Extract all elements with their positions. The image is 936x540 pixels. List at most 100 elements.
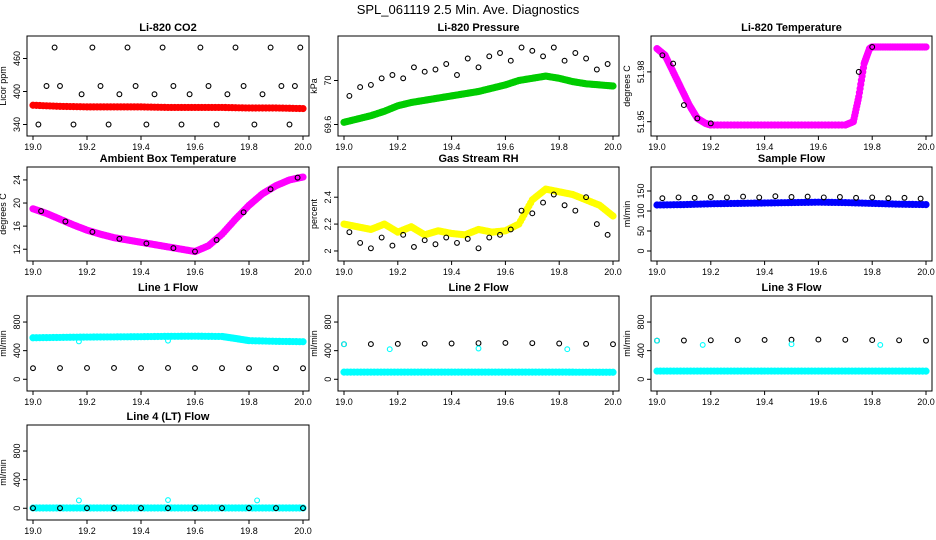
- data-point: [670, 60, 677, 67]
- data-point: [922, 367, 930, 375]
- data-point: [604, 231, 611, 238]
- data-point: [464, 55, 471, 62]
- data-point: [869, 194, 876, 201]
- y-axis-label: ml/min: [622, 330, 632, 357]
- data-point: [820, 194, 827, 201]
- x-tick-label: 19.6: [186, 267, 204, 277]
- y-axis-label: percent: [309, 198, 319, 229]
- y-tick-label: 400: [323, 343, 333, 358]
- data-point: [57, 505, 63, 512]
- data-point: [497, 231, 503, 238]
- data-point: [138, 365, 144, 371]
- data-point: [197, 44, 204, 51]
- data-point: [475, 64, 482, 71]
- data-point: [654, 337, 660, 344]
- data-point: [497, 50, 503, 56]
- x-tick-label: 20.0: [294, 142, 312, 152]
- data-point: [680, 337, 687, 344]
- x-axis: 19.0 19.2 19.4 19.6 19.8 20.0: [24, 390, 312, 407]
- data-point: [224, 91, 231, 98]
- data-point: [51, 44, 58, 51]
- data-point: [346, 229, 353, 236]
- data-point: [97, 83, 104, 89]
- x-tick-label: 19.8: [240, 397, 258, 407]
- data-point: [583, 340, 590, 347]
- x-tick-label: 19.4: [756, 142, 774, 152]
- chart-panel-4: Ambient Box Temperature degrees C 19.0 19.2…: [0, 153, 312, 277]
- data-point: [389, 72, 396, 78]
- x-tick-label: 19.4: [132, 397, 150, 407]
- data-point: [246, 365, 252, 372]
- data-point: [734, 337, 741, 344]
- y-tick-label: 2.2: [323, 218, 333, 231]
- x-tick-label: 19.8: [863, 142, 881, 152]
- figure-title: SPL_061119 2.5 Min. Ave. Diagnostics: [356, 2, 580, 17]
- data-point: [278, 83, 285, 89]
- data-point: [609, 82, 617, 90]
- x-tick-label: 19.0: [335, 142, 353, 152]
- series-3: [75, 497, 261, 504]
- chart-panel-1: Li-820 CO2 Licor ppm 19.0 19.2 19.4 19.6 19.8 2…: [0, 22, 312, 152]
- y-axis: 0 50 100 150: [636, 183, 652, 254]
- x-tick-label: 19.0: [24, 397, 42, 407]
- y-tick-label: 400: [12, 343, 22, 358]
- y-axis: 0 400 800: [323, 315, 339, 382]
- data-point: [75, 497, 82, 504]
- x-tick-label: 19.2: [389, 397, 407, 407]
- data-point: [486, 53, 493, 60]
- series-1: [35, 44, 304, 128]
- data-point: [572, 207, 579, 214]
- data-point: [178, 121, 185, 128]
- data-point: [273, 505, 279, 512]
- data-point: [699, 341, 706, 348]
- plot-frame: [26, 35, 310, 137]
- data-point: [186, 91, 193, 98]
- data-point: [30, 365, 36, 372]
- x-tick-label: 19.6: [810, 397, 828, 407]
- data-point: [124, 44, 131, 51]
- data-point: [507, 226, 514, 233]
- data-point: [299, 173, 307, 181]
- y-axis-label: ml/min: [0, 330, 8, 357]
- data-point: [143, 121, 150, 128]
- x-tick-label: 19.2: [78, 142, 96, 152]
- data-point: [170, 245, 177, 252]
- chart-panel-6: Sample Flow ml/min 19.0 19.2 19.4 19.6 19.8 20.…: [622, 153, 935, 277]
- x-tick-label: 19.6: [810, 142, 828, 152]
- x-tick-label: 19.4: [443, 267, 461, 277]
- y-tick-label: 100: [636, 203, 646, 218]
- data-point: [432, 66, 439, 73]
- data-point: [464, 235, 471, 242]
- data-point: [694, 115, 701, 122]
- data-point: [421, 340, 428, 347]
- x-tick-label: 19.8: [550, 267, 568, 277]
- data-point: [529, 340, 536, 347]
- x-axis: 19.0 19.2 19.4 19.6 19.8 20.0: [335, 260, 622, 277]
- data-point: [259, 91, 266, 98]
- x-tick-label: 19.2: [78, 526, 96, 536]
- series-1: [340, 72, 617, 126]
- data-point: [105, 121, 112, 128]
- series-2: [346, 44, 611, 99]
- data-point: [273, 365, 279, 372]
- y-tick-label: 24: [12, 175, 22, 185]
- y-axis: 340 400 460: [12, 51, 28, 132]
- y-axis-label: Licor ppm: [0, 66, 8, 106]
- y-tick-label: 460: [12, 51, 22, 66]
- data-point: [561, 202, 568, 209]
- data-point: [116, 235, 123, 242]
- data-point: [394, 340, 401, 347]
- data-point: [286, 121, 293, 128]
- y-axis-label: ml/min: [309, 330, 319, 357]
- data-point: [609, 212, 617, 220]
- x-tick-label: 19.4: [443, 142, 461, 152]
- data-point: [240, 209, 247, 216]
- data-point: [291, 83, 298, 89]
- data-point: [556, 340, 563, 347]
- x-tick-label: 19.0: [648, 142, 666, 152]
- data-point: [386, 346, 393, 353]
- x-tick-label: 19.2: [78, 397, 96, 407]
- data-point: [43, 83, 50, 89]
- x-tick-label: 19.0: [648, 267, 666, 277]
- x-tick-label: 20.0: [604, 142, 622, 152]
